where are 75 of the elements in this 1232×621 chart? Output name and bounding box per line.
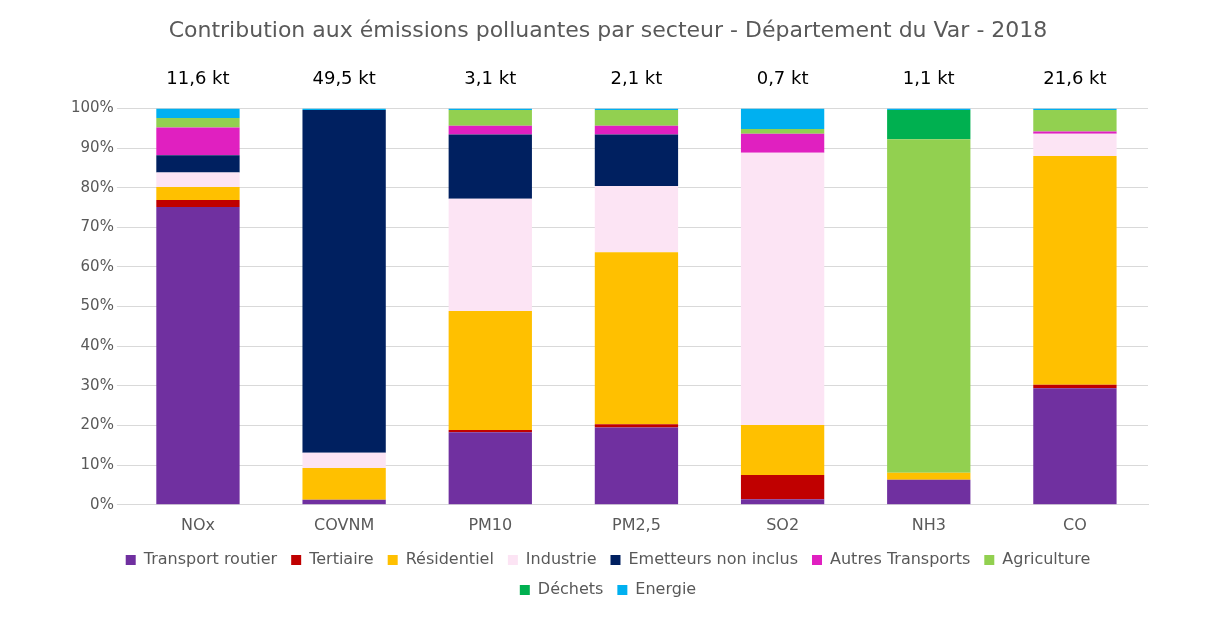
x-tick-label: NH3 xyxy=(911,514,946,534)
bar xyxy=(156,172,240,187)
annotation: 3,1 kt xyxy=(464,67,517,89)
bar xyxy=(740,129,825,134)
y-tick-label: 80% xyxy=(80,177,114,196)
y-tick-label: 0% xyxy=(90,494,114,513)
bar xyxy=(1033,109,1117,132)
annotation: 11,6 kt xyxy=(166,67,230,89)
bar xyxy=(887,109,971,140)
x-tick-label: PM10 xyxy=(468,514,513,534)
bar xyxy=(1033,131,1117,134)
y-tick-label: 70% xyxy=(80,217,114,236)
bar xyxy=(594,109,679,126)
x-tick-label: NOx xyxy=(180,514,215,534)
x-tick-label: PM2,5 xyxy=(611,514,661,534)
legend-label: Industrie xyxy=(525,549,597,569)
bar xyxy=(594,134,679,187)
legend-label: Déchets xyxy=(537,579,604,599)
y-tick-label: 100% xyxy=(70,98,114,117)
bar xyxy=(740,425,825,476)
y-tick-label: 50% xyxy=(80,296,114,315)
bar xyxy=(1033,133,1117,156)
bar xyxy=(156,155,240,173)
annotation: 49,5 kt xyxy=(312,67,376,89)
bar xyxy=(887,139,971,473)
annotation: 21,6 kt xyxy=(1043,67,1107,89)
y-tick-label: 10% xyxy=(80,455,114,474)
bar xyxy=(594,186,679,253)
x-tick-label: COVNM xyxy=(314,514,375,534)
y-tick-label: 20% xyxy=(80,415,114,434)
bar xyxy=(594,424,679,428)
bar xyxy=(740,133,825,153)
y-tick-label: 30% xyxy=(80,375,114,394)
bar xyxy=(740,499,825,505)
bar xyxy=(594,125,679,135)
bar xyxy=(302,467,386,500)
y-tick-label: 60% xyxy=(80,256,114,275)
annotation: 0,7 kt xyxy=(756,67,809,89)
chart-title: Contribution aux émissions polluantes par secteur - Département du Var - 2018 xyxy=(168,16,1048,42)
legend-label: Emetteurs non inclus xyxy=(628,549,799,569)
legend-label: Tertiaire xyxy=(308,549,374,569)
bar xyxy=(740,475,825,500)
bar xyxy=(448,198,532,311)
legend-label: Résidentiel xyxy=(405,549,494,569)
bar xyxy=(594,252,679,425)
bar xyxy=(448,134,532,199)
bar xyxy=(448,310,532,430)
bar xyxy=(887,472,971,480)
bar xyxy=(448,125,532,135)
legend-label: Transport routier xyxy=(142,549,278,569)
bar xyxy=(302,109,386,453)
bar xyxy=(156,199,240,208)
bar xyxy=(740,108,825,130)
y-tick-label: 90% xyxy=(80,137,114,156)
bar xyxy=(156,186,240,200)
bar xyxy=(740,152,825,426)
bar xyxy=(448,432,532,505)
bar xyxy=(302,452,386,468)
legend-label: Energie xyxy=(635,579,697,599)
bar xyxy=(1033,155,1117,385)
bar xyxy=(1033,388,1117,505)
bar xyxy=(448,109,532,126)
bar xyxy=(594,427,679,505)
bar xyxy=(156,117,240,128)
x-tick-label: SO2 xyxy=(766,514,800,534)
legend-label: Autres Transports xyxy=(830,549,971,569)
bar xyxy=(156,108,240,118)
legend-label: Agriculture xyxy=(1002,549,1091,569)
y-tick-label: 40% xyxy=(80,336,114,355)
bar xyxy=(887,479,971,505)
bar xyxy=(156,127,240,156)
annotation: 2,1 kt xyxy=(610,67,663,89)
x-tick-label: CO xyxy=(1063,514,1087,534)
annotation: 1,1 kt xyxy=(902,67,955,89)
bar xyxy=(156,207,240,505)
